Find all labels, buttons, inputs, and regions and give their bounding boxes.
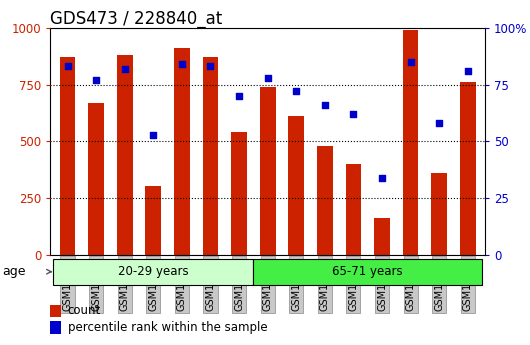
Bar (202, 57, 218, 255)
Point (92, 77, 100, 83)
Text: 65-71 years: 65-71 years (332, 265, 403, 278)
Bar (346, 164, 361, 255)
Point (349, 111, 358, 117)
Text: percentile rank within the sample: percentile rank within the sample (68, 321, 267, 334)
Bar (50, 322, 61, 334)
Bar (431, 173, 447, 255)
Text: GDS473 / 228840_at: GDS473 / 228840_at (50, 10, 223, 28)
Text: 20-29 years: 20-29 years (118, 265, 189, 278)
Point (63, 63, 72, 69)
Point (263, 75, 272, 80)
Point (235, 93, 243, 99)
Text: age: age (3, 265, 26, 278)
Bar (53, 259, 253, 285)
Bar (60, 57, 75, 255)
Bar (145, 186, 161, 255)
Point (120, 66, 129, 71)
Point (464, 68, 472, 73)
Bar (374, 218, 390, 255)
Point (435, 120, 444, 126)
Point (321, 102, 329, 108)
Bar (50, 305, 61, 317)
Bar (260, 87, 276, 255)
Point (378, 175, 386, 181)
Bar (231, 132, 247, 255)
Point (178, 61, 186, 67)
Bar (253, 259, 482, 285)
Bar (174, 48, 190, 255)
Point (407, 59, 415, 65)
Bar (117, 55, 132, 255)
Point (149, 132, 157, 137)
Text: count: count (68, 304, 101, 317)
Point (292, 89, 301, 94)
Bar (88, 103, 104, 255)
Bar (317, 146, 333, 255)
Bar (288, 116, 304, 255)
Point (206, 63, 215, 69)
Bar (460, 82, 475, 255)
Bar (403, 30, 419, 255)
